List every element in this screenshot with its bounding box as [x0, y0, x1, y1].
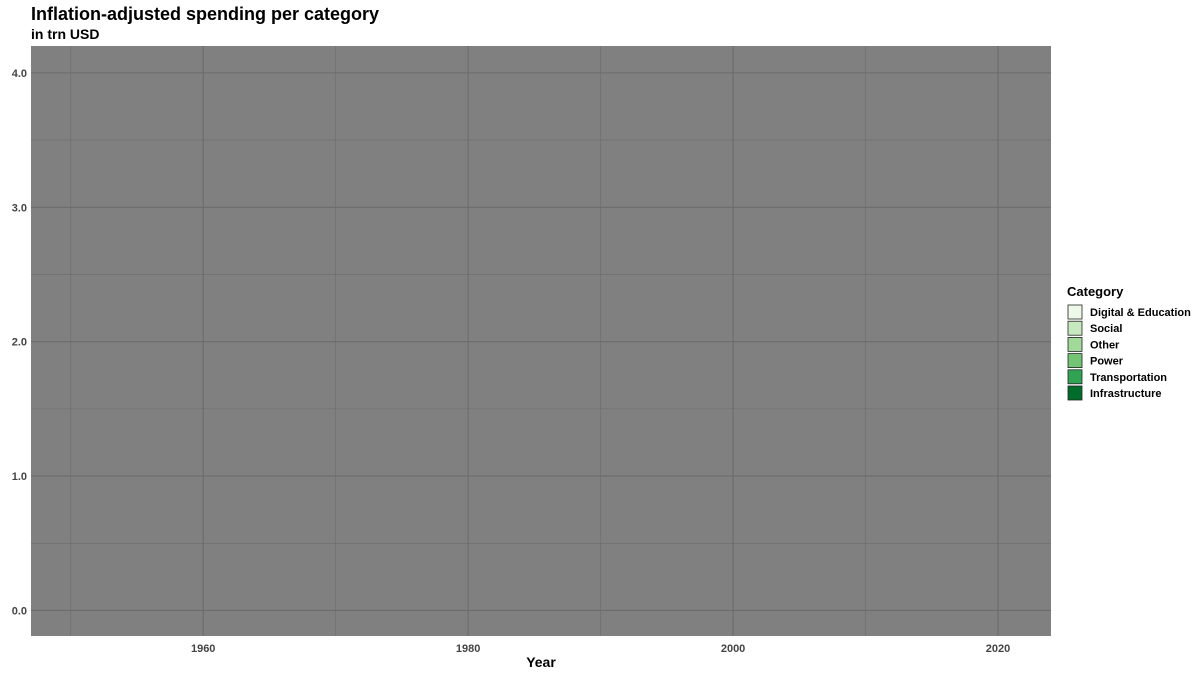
- x-tick-label: 1980: [456, 643, 480, 655]
- x-tick-label: 1960: [191, 643, 215, 655]
- legend-swatch: [1067, 336, 1083, 352]
- legend-label: Other: [1090, 339, 1120, 351]
- legend-label: Social: [1090, 323, 1122, 335]
- legend-swatch: [1067, 369, 1083, 385]
- legend-label: Digital & Education: [1090, 307, 1191, 319]
- y-tick-label: 1.0: [12, 471, 27, 483]
- legend-label: Transportation: [1090, 372, 1167, 384]
- legend-title: Category: [1067, 284, 1124, 299]
- legend-label: Power: [1090, 356, 1124, 368]
- y-tick-label: 4.0: [12, 68, 27, 80]
- y-tick-label: 2.0: [12, 337, 27, 349]
- y-tick-label: 3.0: [12, 202, 27, 214]
- x-tick-label: 2020: [986, 643, 1010, 655]
- x-tick-label: 2000: [721, 643, 745, 655]
- plot-panel: [31, 46, 1051, 636]
- legend-swatch: [1067, 385, 1083, 401]
- y-tick-label: 0.0: [12, 605, 27, 617]
- legend-items: Digital & Education Social Other Power Trans…: [1067, 304, 1191, 401]
- x-axis-ticks: 1960 1980 2000 2020: [191, 643, 1010, 655]
- y-axis-ticks: 0.0 1.0 2.0 3.0 4.0: [12, 68, 27, 618]
- chart-subtitle: in trn USD: [31, 26, 99, 42]
- legend-swatch: [1067, 304, 1083, 320]
- legend: Category Digital & Education Social Other P…: [1067, 284, 1191, 401]
- x-axis-label: Year: [526, 654, 556, 670]
- grid-lines: [31, 46, 1051, 636]
- legend-swatch: [1067, 320, 1083, 336]
- chart-title: Inflation-adjusted spending per category: [31, 4, 379, 24]
- legend-label: Infrastructure: [1090, 388, 1162, 400]
- legend-swatch: [1067, 353, 1083, 369]
